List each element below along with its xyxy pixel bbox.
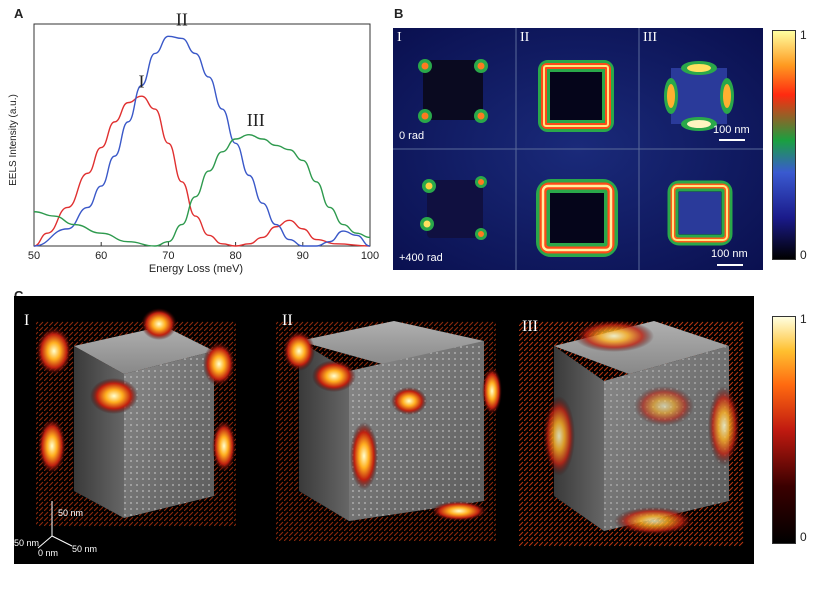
map-row1-col2	[538, 60, 614, 132]
map-col-label-1: I	[397, 30, 402, 45]
series-annotation-I: I	[139, 72, 145, 92]
chart-x-axis-label: Energy Loss (meV)	[149, 263, 243, 275]
colorbar-b	[772, 30, 796, 260]
x-tick-label: 50	[28, 250, 40, 262]
colorbar-c	[772, 316, 796, 544]
scale-bar-top	[719, 139, 745, 141]
map-col-label-2: II	[520, 30, 530, 45]
axis-triad	[37, 501, 73, 549]
series-annotation-III: III	[247, 110, 265, 130]
axis-label-z: 50 nm	[58, 508, 84, 518]
panel-label-c: C	[14, 288, 23, 303]
cube-label-1: I	[24, 312, 30, 329]
row-label-400rad: +400 rad	[399, 252, 443, 264]
x-tick-label: 80	[229, 250, 241, 262]
series-line-II	[33, 35, 371, 247]
row-label-0rad: 0 rad	[399, 130, 425, 142]
series-line-I	[33, 95, 371, 247]
map-row2-col2	[536, 179, 618, 257]
map-col-label-3: III	[643, 30, 657, 45]
x-tick-label: 70	[162, 250, 174, 262]
scale-bar-label-top: 100 nm	[713, 124, 750, 136]
axis-label-origin: 0 nm	[38, 548, 59, 558]
colorbar-c-max: 1	[800, 312, 807, 326]
colorbar-b-min: 0	[800, 248, 807, 262]
scale-bar-label-bottom: 100 nm	[711, 248, 748, 260]
colorbar-c-min: 0	[800, 530, 807, 544]
scale-bar-bottom	[717, 264, 743, 266]
series-line-III	[33, 134, 371, 247]
eels-map-images	[393, 28, 763, 270]
cube-label-3: III	[522, 318, 538, 335]
panel-label-b: B	[394, 6, 404, 21]
cube-render-2	[276, 321, 502, 541]
series-annotation-II: II	[176, 10, 188, 30]
eels-map-grid: I II III 0 rad +400 rad 100 nm 100 nm	[393, 28, 763, 270]
axis-label-y: 50 nm	[14, 538, 40, 548]
map-row1-col3	[664, 61, 734, 131]
map-row1-col1	[418, 59, 488, 123]
cube-renders	[36, 308, 744, 549]
chart-y-axis-label: EELS Intensity (a.u.)	[8, 94, 19, 186]
chart-frame	[33, 23, 371, 247]
x-tick-label: 90	[297, 250, 309, 262]
panel-label-a: A	[14, 6, 24, 21]
colorbar-b-max: 1	[800, 28, 807, 42]
cube-label-2: II	[282, 312, 293, 329]
x-tick-label: 60	[95, 250, 107, 262]
map-row2-col1	[420, 176, 487, 240]
cube-render-1	[36, 308, 236, 526]
x-tick-label: 100	[361, 250, 379, 262]
field-render-panel: I II III 50 nm 50 nm 0 nm 50 nm	[14, 296, 754, 564]
cube-render-3	[519, 320, 744, 546]
axis-label-x: 50 nm	[72, 544, 98, 554]
map-row2-col3	[667, 180, 733, 246]
